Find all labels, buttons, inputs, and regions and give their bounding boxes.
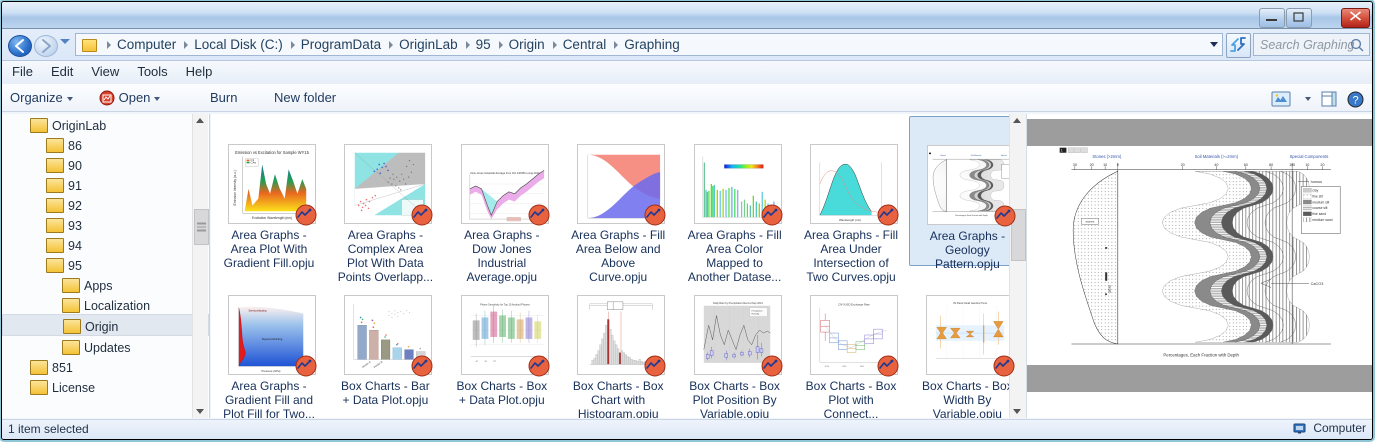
svg-text:2010: 2010 [825,366,829,368]
svg-text:fine sand: fine sand [1312,212,1326,216]
svg-text:Superconducting: Superconducting [262,336,283,340]
svg-text:1: 1 [1061,149,1063,153]
svg-text:C4a: C4a [251,160,257,164]
svg-text:depth: depth [1108,285,1112,294]
svg-text:CaCO3: CaCO3 [1311,282,1324,286]
svg-text:Phone Sensitivity for Top 10 A: Phone Sensitivity for Top 10 Android Pho… [480,303,530,306]
svg-text:Daily Rain by Precipitation Re: Daily Rain by Precipitation Record Sep 2… [713,301,763,304]
svg-text:humus: humus [1311,180,1322,184]
svg-text:Wavelength (nm): Wavelength (nm) [839,218,861,222]
svg-text:medium silt: medium silt [1312,200,1329,204]
svg-text:2012: 2012 [860,366,864,368]
svg-text:Soil Materials (>=2mm): Soil Materials (>=2mm) [1195,154,1239,159]
svg-text:Stones (>2mm): Stones (>2mm) [1092,154,1121,159]
svg-text:US Plastic Retail Gasoline Pri: US Plastic Retail Gasoline Prices [953,301,988,304]
svg-text:clay: clay [1312,188,1318,192]
svg-text:Semiconducting: Semiconducting [249,309,268,312]
svg-text:Humidity: Humidity [751,312,759,315]
svg-text:Special: Special [1001,155,1007,157]
svg-text:Percentages, Each Fraction wit: Percentages, Each Fraction with Depth [1163,353,1239,358]
svg-text:Dow Jones Industrial Average f: Dow Jones Industrial Average from Oct 1/… [470,171,540,175]
svg-text:coarse silt: coarse silt [1312,206,1327,210]
svg-text:?: ? [1352,94,1358,106]
svg-text:Precipitation: Precipitation [751,309,762,312]
svg-text:Emission vs Excitation for Sam: Emission vs Excitation for Sample WY15 [235,150,309,155]
svg-text:CNY/USD Exchange Rate: CNY/USD Exchange Rate [838,302,870,306]
svg-text:2011: 2011 [842,366,846,368]
svg-text:medium sand: medium sand [1312,218,1332,222]
svg-text:Special Components: Special Components [1290,154,1329,159]
svg-text:fine silt: fine silt [1312,194,1323,198]
svg-text:Pressure (GPa): Pressure (GPa) [262,369,281,373]
svg-text:Excitation Wavelength (nm): Excitation Wavelength (nm) [252,216,292,220]
svg-text:stones: stones [1086,220,1095,224]
svg-text:Emission Intensity (a.u.): Emission Intensity (a.u.) [233,170,237,205]
